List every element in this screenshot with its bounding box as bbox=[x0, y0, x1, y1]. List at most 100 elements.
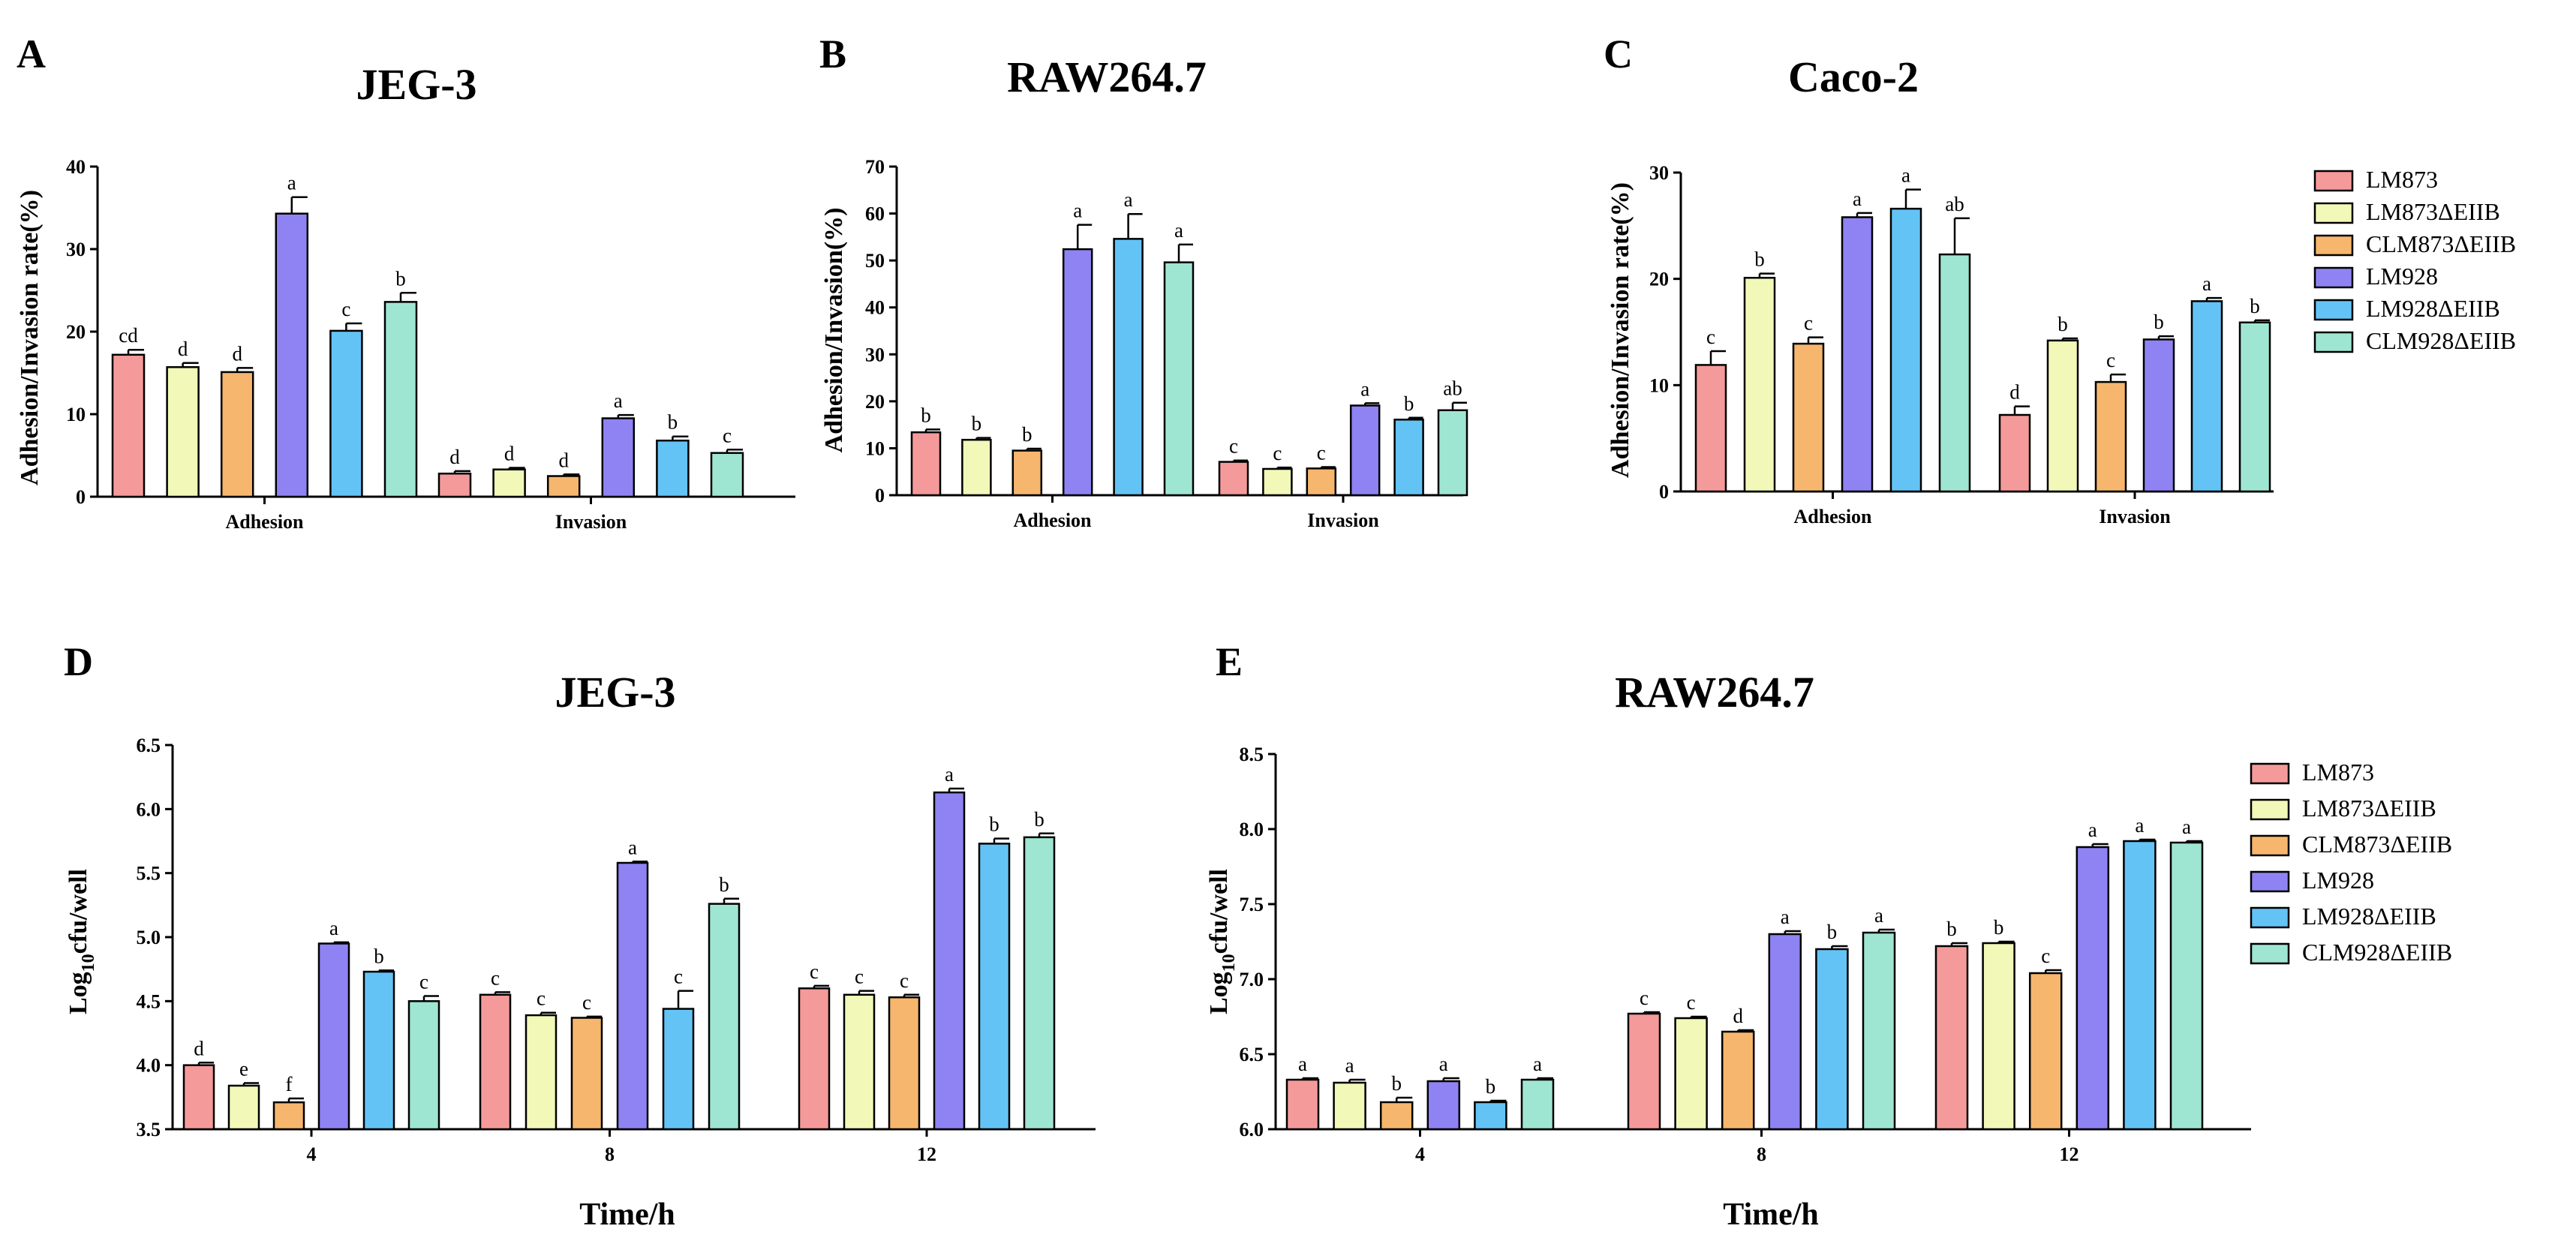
panel-b: B RAW264.7 Adhesion/Invasion(%) 0 10 20 30 4… bbox=[819, 32, 1468, 531]
x-tick-label-e: 8 bbox=[1757, 1143, 1766, 1165]
panel-label-b: B bbox=[819, 32, 846, 77]
y-tick-label-c: 0 bbox=[1659, 481, 1669, 503]
y-tick-label-b: 20 bbox=[865, 391, 885, 413]
panel-label-d: D bbox=[64, 639, 93, 684]
legend-swatch bbox=[2313, 331, 2354, 353]
significance-label-b: a bbox=[1360, 377, 1369, 400]
significance-label-d: b bbox=[374, 945, 384, 967]
significance-label-e: b bbox=[1827, 921, 1838, 943]
bar-e bbox=[1982, 942, 2015, 1131]
significance-label-e: c bbox=[1640, 987, 1649, 1009]
significance-label-c: b bbox=[2154, 311, 2164, 333]
significance-label-a: b bbox=[395, 267, 406, 290]
significance-label-d: c bbox=[491, 966, 500, 989]
bar-d bbox=[888, 996, 921, 1131]
legend-swatch bbox=[2313, 170, 2354, 192]
significance-label-c: b bbox=[1754, 248, 1765, 271]
panel-d: D JEG-3 Log10cfu/well Time/h 3.5 4.0 4.5 5.… bbox=[64, 639, 1096, 1232]
significance-label-a: cd bbox=[119, 324, 138, 347]
legend-label: LM928ΔEIIB bbox=[2302, 903, 2436, 930]
bar-e bbox=[1674, 1017, 1708, 1131]
significance-label-d: c bbox=[900, 969, 909, 992]
legend-label: CLM928ΔEIIB bbox=[2302, 939, 2452, 966]
significance-label-d: c bbox=[855, 966, 864, 988]
x-tick-label-b: Adhesion bbox=[1013, 509, 1092, 531]
bar-d bbox=[933, 791, 966, 1131]
significance-label-b: a bbox=[1124, 188, 1133, 211]
bar-b bbox=[910, 431, 942, 497]
significance-label-e: a bbox=[1781, 906, 1790, 928]
significance-label-a: b bbox=[668, 411, 678, 434]
significance-label-b: c bbox=[1273, 442, 1282, 464]
significance-label-c: a bbox=[2202, 272, 2211, 295]
bar-e bbox=[2123, 840, 2157, 1131]
bar-c bbox=[1743, 277, 1776, 493]
significance-label-a: c bbox=[723, 424, 732, 446]
significance-label-b: a bbox=[1073, 200, 1082, 222]
bar-c bbox=[2046, 339, 2079, 493]
significance-label-e: d bbox=[1733, 1005, 1743, 1027]
legend-swatch bbox=[2250, 798, 2290, 821]
bar-e bbox=[1333, 1081, 1366, 1131]
bar-b bbox=[1306, 467, 1337, 497]
y-axis-label-d: Log10cfu/well bbox=[65, 869, 98, 1014]
significance-label-e: a bbox=[2088, 819, 2097, 841]
y-axis-label-c: Adhesion/Invasion rate(%) bbox=[1607, 182, 1634, 478]
bar-c bbox=[2238, 321, 2271, 493]
y-tick-label-d: 4.5 bbox=[137, 990, 161, 1012]
y-axis-label-e: Log10cfu/well bbox=[1205, 869, 1239, 1014]
significance-label-c: c bbox=[1706, 326, 1715, 348]
bar-e bbox=[1520, 1078, 1555, 1131]
significance-label-d: a bbox=[329, 917, 338, 939]
x-tick-label-d: 12 bbox=[917, 1143, 936, 1165]
bar-a bbox=[710, 452, 744, 498]
y-axis-label-a: Adhesion/Invasion rate(%) bbox=[16, 190, 44, 485]
x-tick-label-c: Invasion bbox=[2099, 506, 2171, 527]
y-tick-label-d: 4.0 bbox=[137, 1055, 161, 1077]
bar-e bbox=[1379, 1101, 1414, 1131]
significance-label-c: a bbox=[1901, 164, 1910, 187]
x-axis-label-e: Time/h bbox=[1723, 1197, 1819, 1232]
y-tick-label-e: 7.5 bbox=[1240, 894, 1264, 915]
significance-label-a: a bbox=[287, 172, 296, 194]
significance-label-d: c bbox=[674, 966, 683, 988]
y-tick-label-a: 0 bbox=[76, 486, 86, 508]
legend-label: CLM873ΔEIIB bbox=[2302, 831, 2452, 858]
significance-label-d: b bbox=[1034, 808, 1045, 831]
y-tick-label-e: 8.5 bbox=[1240, 744, 1264, 765]
y-tick-label-e: 6.0 bbox=[1240, 1119, 1264, 1140]
significance-label-d: c bbox=[537, 987, 546, 1010]
significance-label-e: b bbox=[1994, 916, 2004, 939]
significance-label-d: a bbox=[945, 763, 954, 786]
plot-a: 0 10 20 30 40 Adhesion cd d d a c b Invasion d d d a b c bbox=[66, 156, 795, 533]
y-tick-label-e: 7.0 bbox=[1240, 969, 1264, 990]
legend-label: LM873ΔEIIB bbox=[2366, 198, 2500, 225]
significance-label-b: b bbox=[1404, 392, 1414, 415]
bar-d bbox=[662, 1008, 695, 1131]
legend-swatch bbox=[2313, 266, 2354, 289]
bar-e bbox=[1815, 948, 1849, 1131]
y-tick-label-d: 3.5 bbox=[137, 1119, 161, 1140]
chart-title-d: JEG-3 bbox=[555, 668, 675, 717]
legend-swatch bbox=[2250, 906, 2290, 929]
x-tick-label-d: 4 bbox=[307, 1143, 317, 1165]
bar-b bbox=[1393, 419, 1424, 497]
bar-c bbox=[2094, 380, 2127, 493]
bar-b bbox=[1262, 467, 1293, 497]
bar-d bbox=[708, 903, 741, 1131]
y-tick-label-a: 40 bbox=[66, 156, 86, 178]
legend-label: LM928 bbox=[2302, 867, 2374, 894]
legend-swatch bbox=[2250, 870, 2290, 893]
panel-a: A JEG-3 Adhesion/Invasion rate(%) 0 10 20 3… bbox=[16, 32, 795, 533]
x-tick-label-d: 8 bbox=[605, 1143, 615, 1165]
bar-d bbox=[317, 942, 350, 1131]
y-tick-label-d: 5.0 bbox=[137, 927, 161, 948]
bar-a bbox=[383, 301, 418, 498]
bar-e bbox=[1862, 931, 1896, 1131]
bar-c bbox=[1889, 207, 1922, 493]
chart-title-b: RAW264.7 bbox=[1007, 53, 1207, 101]
panel-label-c: C bbox=[1604, 32, 1633, 77]
bar-c bbox=[2142, 338, 2175, 493]
plot-e: 6.0 6.5 7.0 7.5 8.0 8.5 4 a a b a b a 8 c c d a b a 12 b b c a a a bbox=[1240, 744, 2251, 1165]
